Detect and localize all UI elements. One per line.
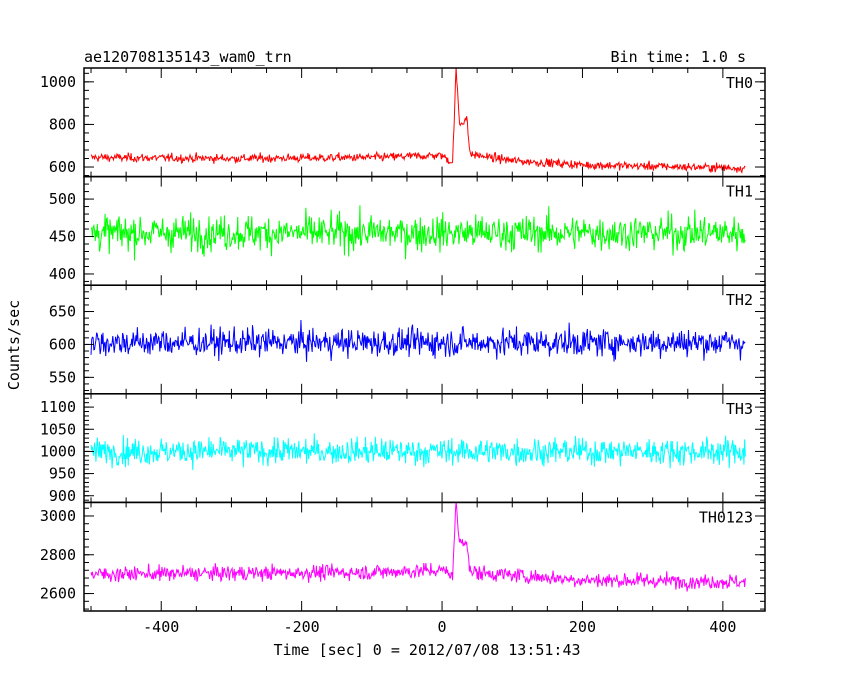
y-tick-label: 1000 bbox=[40, 73, 76, 91]
panel-label-th1: TH1 bbox=[726, 183, 753, 201]
y-tick-label: 3000 bbox=[40, 507, 76, 525]
y-tick-label: 550 bbox=[49, 368, 76, 386]
y-tick-label: 2800 bbox=[40, 546, 76, 564]
panel-frame-th0123 bbox=[83, 501, 766, 612]
y-tick-label: 2600 bbox=[40, 585, 76, 603]
panels-group: 600 800 1000 TH0 400 450 500 TH1 550 600 650 TH2 900… bbox=[40, 67, 766, 636]
chart-title: ae120708135143_wam0_trn bbox=[84, 48, 292, 66]
x-tick-label: 400 bbox=[709, 618, 736, 636]
series-line-th3 bbox=[90, 433, 746, 471]
series-line-th0123 bbox=[90, 502, 746, 592]
y-tick-label: 1100 bbox=[40, 398, 76, 416]
y-tick-label: 950 bbox=[49, 465, 76, 483]
x-tick-label: 200 bbox=[569, 618, 596, 636]
x-tick-label: 0 bbox=[438, 618, 447, 636]
panel-frame-th0 bbox=[83, 67, 766, 178]
y-tick-label: 400 bbox=[49, 265, 76, 283]
x-tick-label: -400 bbox=[143, 618, 179, 636]
y-tick-label: 800 bbox=[49, 115, 76, 133]
y-tick-label: 650 bbox=[49, 303, 76, 321]
bin-time-label: Bin time: 1.0 s bbox=[611, 48, 746, 66]
panel-label-th2: TH2 bbox=[726, 291, 753, 309]
y-tick-label: 500 bbox=[49, 190, 76, 208]
y-tick-label: 600 bbox=[49, 158, 76, 176]
series-line-th0 bbox=[90, 68, 746, 174]
series-line-th2 bbox=[90, 319, 746, 362]
y-axis-label: Counts/sec bbox=[5, 300, 23, 390]
panel-label-th3: TH3 bbox=[726, 400, 753, 418]
x-axis-label: Time [sec] 0 = 2012/07/08 13:51:43 bbox=[273, 641, 580, 659]
series-line-th1 bbox=[90, 205, 746, 261]
y-tick-label: 1000 bbox=[40, 442, 76, 460]
y-tick-label: 600 bbox=[49, 335, 76, 353]
y-tick-label: 900 bbox=[49, 487, 76, 505]
y-tick-label: 450 bbox=[49, 228, 76, 246]
panel-label-th0: TH0 bbox=[726, 74, 753, 92]
y-tick-label: 1050 bbox=[40, 420, 76, 438]
panel-label-th0123: TH0123 bbox=[699, 508, 753, 526]
x-tick-label: -200 bbox=[284, 618, 320, 636]
